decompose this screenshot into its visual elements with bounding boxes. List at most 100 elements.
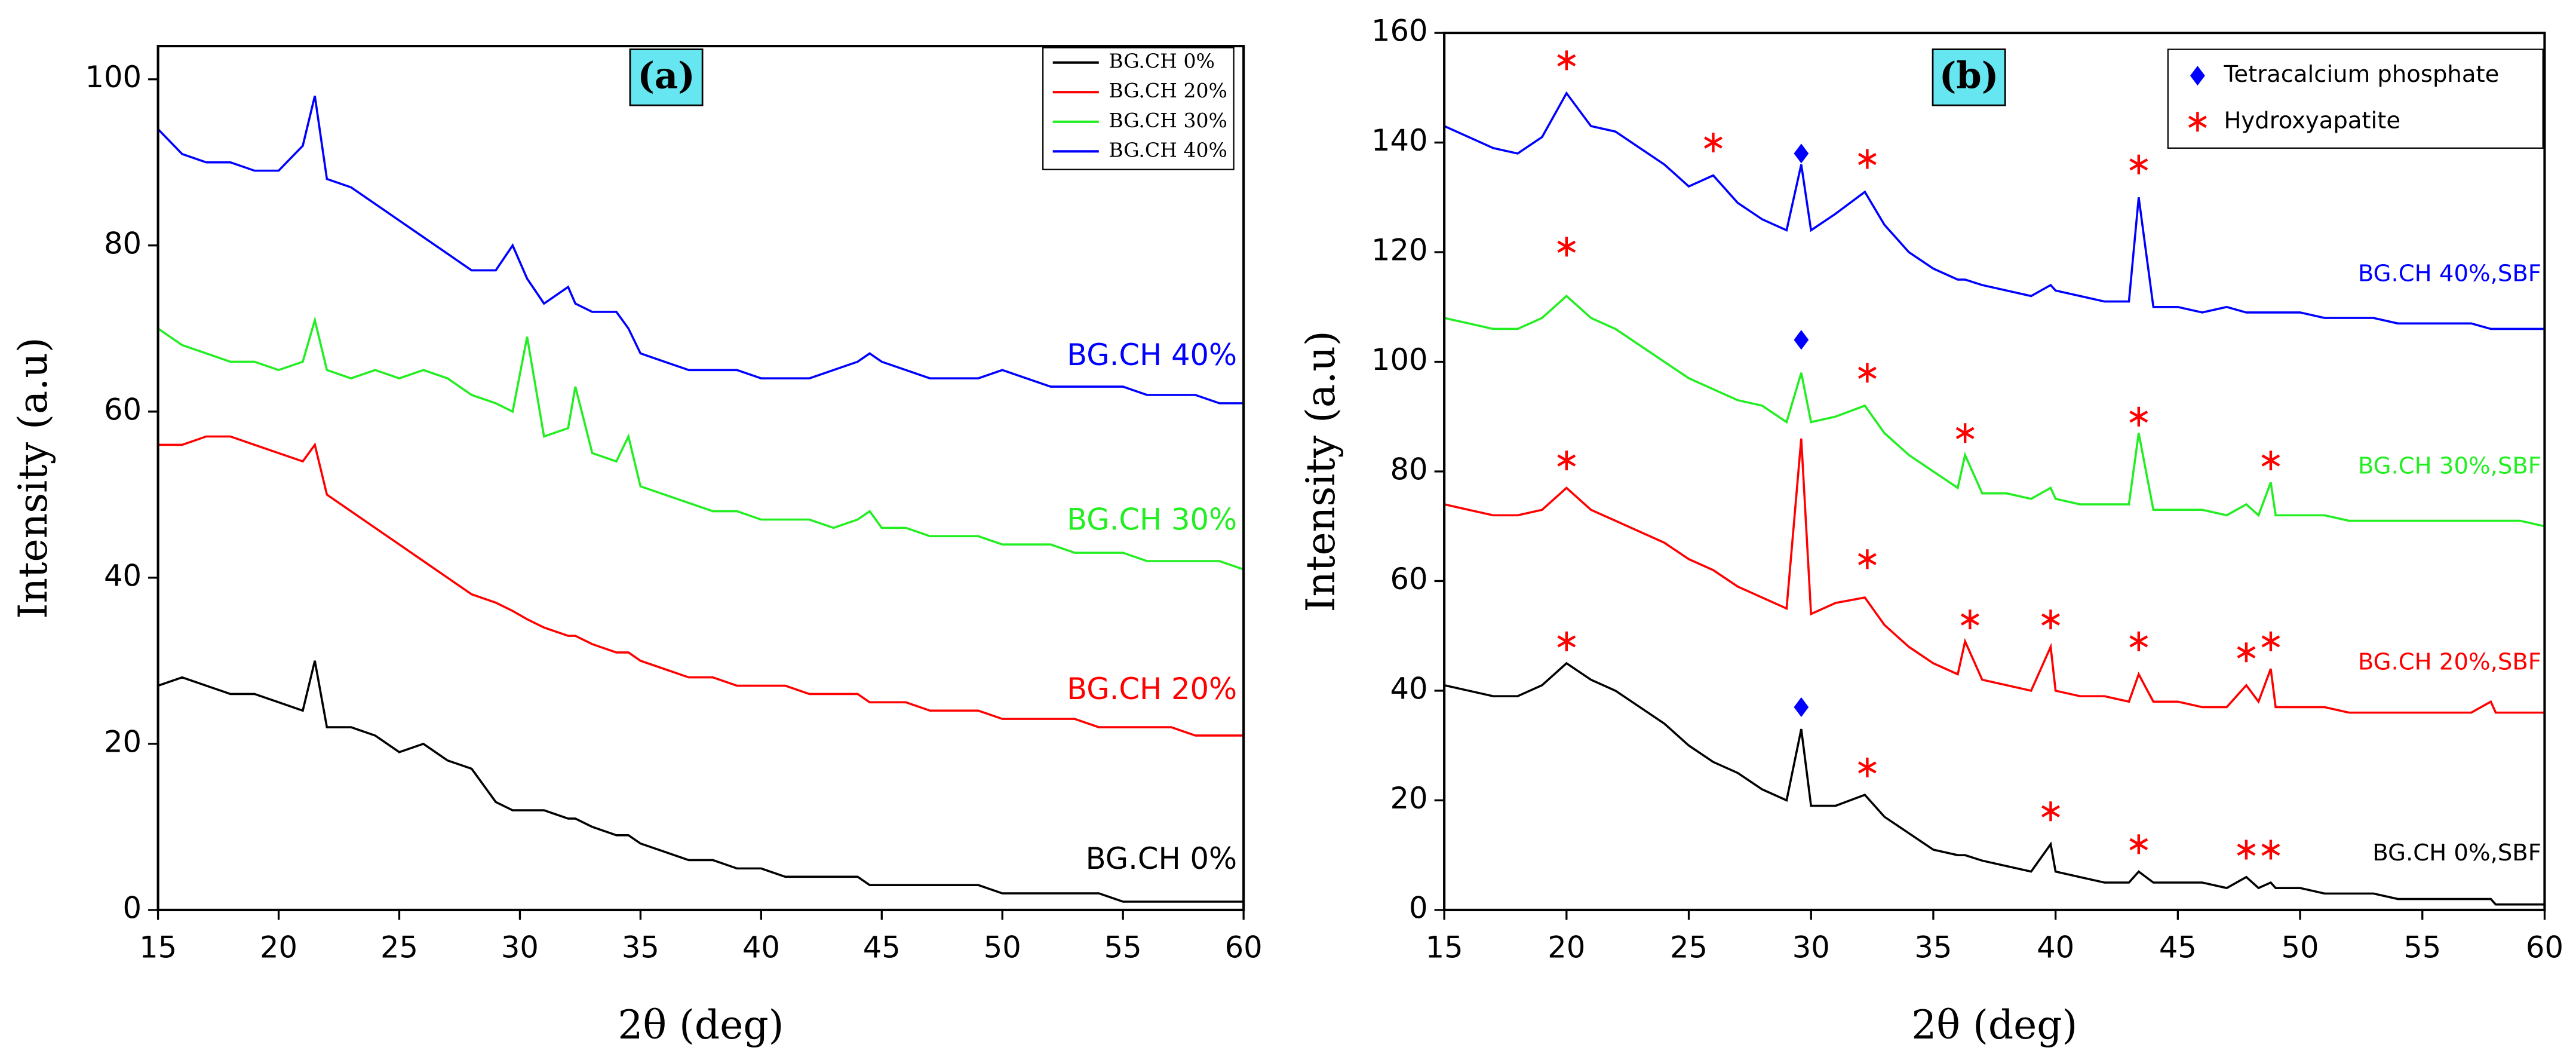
y-axis-label: Intensity (a.u) <box>1298 330 1344 612</box>
y-tick-label: 0 <box>1409 890 1428 925</box>
peak-marker <box>2261 451 2280 471</box>
y-tick-label: 20 <box>1390 781 1428 816</box>
y-tick-label: 80 <box>104 226 142 261</box>
x-tick-label: 25 <box>1670 930 1708 964</box>
x-tick-label: 55 <box>2403 930 2441 964</box>
y-tick-label: 140 <box>1371 123 1428 158</box>
x-tick-label: 50 <box>984 930 1021 964</box>
asterisk-stroke <box>1857 152 1877 166</box>
x-tick-label: 40 <box>2037 930 2074 964</box>
peak-marker <box>2041 609 2060 630</box>
asterisk-stroke <box>1704 136 1723 149</box>
panel-label: (b) <box>1939 55 1999 97</box>
peak-marker <box>1557 451 1576 471</box>
asterisk-stroke <box>1857 761 1877 774</box>
x-tick-label: 35 <box>622 930 659 964</box>
asterisk-stroke <box>1557 454 1576 467</box>
y-tick-label: 40 <box>1390 671 1428 706</box>
legend-label: BG.CH 40% <box>1109 138 1227 161</box>
legend-label: BG.CH 20% <box>1109 79 1227 102</box>
y-tick-label: 80 <box>1390 452 1428 486</box>
peak-marker <box>1960 609 1979 630</box>
peak-marker <box>2237 840 2256 860</box>
peak-marker <box>1704 133 1723 153</box>
peak-marker <box>2261 631 2280 651</box>
legend-label: Hydroxyapatite <box>2224 107 2400 134</box>
series-line <box>158 660 1244 903</box>
peak-marker <box>2237 642 2256 663</box>
peak-marker <box>1794 697 1809 717</box>
legend-label: BG.CH 30% <box>1109 109 1227 132</box>
x-axis-label: 2θ (deg) <box>1911 1002 2077 1048</box>
peak-marker <box>1857 549 1877 569</box>
peak-marker <box>1857 363 1877 383</box>
asterisk-stroke <box>1955 427 1975 439</box>
plot-frame <box>156 45 1245 911</box>
curve-label: BG.CH 20% <box>1067 672 1237 706</box>
series-line <box>1444 91 2545 330</box>
peak-marker <box>2129 631 2148 651</box>
series-line <box>157 96 1244 405</box>
x-tick-label: 45 <box>863 930 901 964</box>
x-tick-label: 15 <box>1426 930 1463 964</box>
x-tick-label: 15 <box>139 930 177 964</box>
legend-symbol <box>2188 112 2207 132</box>
peak-marker <box>2129 834 2148 854</box>
x-tick-label: 30 <box>1792 930 1830 964</box>
peak-marker <box>1857 757 1877 777</box>
x-tick-label: 60 <box>1225 930 1263 964</box>
asterisk-stroke <box>2237 843 2256 856</box>
x-tick-label: 35 <box>1914 930 1952 964</box>
asterisk-stroke <box>1557 54 1576 67</box>
peak-marker <box>2261 840 2280 860</box>
asterisk-stroke <box>2237 646 2256 658</box>
series-line <box>157 315 1244 571</box>
peak-marker <box>2041 801 2060 822</box>
legend-label: Tetracalcium phosphate <box>2223 61 2499 88</box>
y-tick-label: 60 <box>1390 562 1428 596</box>
asterisk-stroke <box>2041 805 2060 817</box>
curve-label: BG.CH 30% <box>1067 502 1237 537</box>
y-tick-label: 100 <box>85 60 142 94</box>
curve-label: BG.CH 0% <box>1086 841 1237 876</box>
y-tick-label: 120 <box>1371 233 1428 268</box>
panel-label-box <box>629 48 704 106</box>
y-tick-label: 0 <box>123 890 142 925</box>
asterisk-stroke <box>2129 158 2148 171</box>
peak-marker <box>1857 149 1877 169</box>
x-tick-label: 20 <box>260 930 297 964</box>
plot-frame <box>1443 32 2546 911</box>
y-axis-label: Intensity (a.u) <box>10 337 56 618</box>
asterisk-stroke <box>2261 454 2280 467</box>
x-tick-label: 50 <box>2282 930 2319 964</box>
peak-marker <box>2129 406 2148 427</box>
x-tick-label: 40 <box>742 930 780 964</box>
y-tick-label: 100 <box>1371 342 1428 377</box>
y-tick-label: 20 <box>104 724 142 759</box>
peak-marker <box>1557 50 1576 71</box>
curve-label: BG.CH 20%,SBF <box>2358 648 2541 675</box>
legend-box <box>2167 48 2544 149</box>
curve-label: BG.CH 40%,SBF <box>2358 260 2541 287</box>
x-axis-label: 2θ (deg) <box>618 1002 784 1048</box>
x-tick-label: 60 <box>2526 930 2563 964</box>
peak-marker <box>1557 237 1576 257</box>
asterisk-stroke <box>1557 240 1576 253</box>
peak-marker <box>1955 423 1975 443</box>
asterisk-stroke <box>2261 635 2280 648</box>
legend-box <box>1042 47 1235 170</box>
legend-label: BG.CH 0% <box>1109 50 1215 73</box>
curve-label: BG.CH 40% <box>1067 338 1237 372</box>
series-line <box>1444 661 2545 906</box>
x-tick-label: 20 <box>1548 930 1585 964</box>
asterisk-stroke <box>2188 115 2207 128</box>
peak-marker <box>2129 154 2148 174</box>
panel-label-box <box>1932 48 2006 106</box>
asterisk-stroke <box>1960 613 1979 626</box>
y-tick-label: 160 <box>1371 14 1428 48</box>
curve-label: BG.CH 30%,SBF <box>2358 453 2541 480</box>
asterisk-stroke <box>1857 366 1877 379</box>
x-tick-label: 45 <box>2159 930 2197 964</box>
